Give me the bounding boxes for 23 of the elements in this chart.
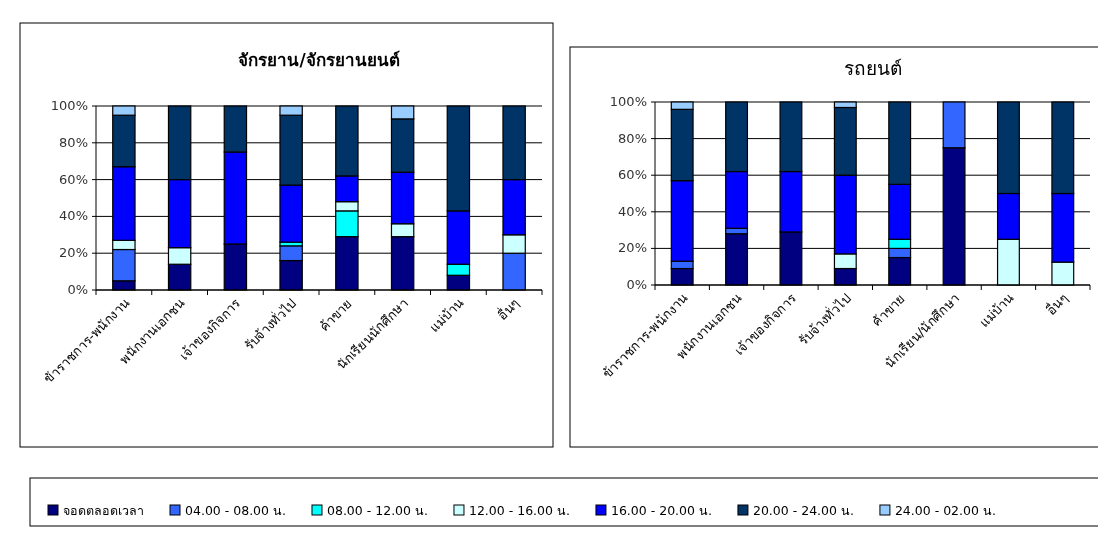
y-tick-label: 60%	[618, 167, 647, 183]
legend-label: 24.00 - 02.00 น.	[894, 503, 996, 518]
chart-title: จักรยาน/จักรยานยนต์	[238, 50, 400, 70]
legend-label: 08.00 - 12.00 น.	[326, 503, 428, 518]
legend-label: 16.00 - 20.00 น.	[610, 503, 712, 518]
y-tick-label: 40%	[59, 208, 88, 224]
y-tick-label: 80%	[618, 130, 647, 146]
x-tick-label: อื่นๆ	[493, 294, 523, 324]
y-tick-label: 40%	[618, 203, 647, 219]
y-tick-label: 100%	[50, 98, 88, 113]
x-tick-label: อื่นๆ	[1042, 289, 1071, 319]
y-tick-label: 0%	[67, 282, 88, 297]
y-tick-label: 60%	[59, 171, 88, 187]
y-tick-label: 100%	[609, 94, 647, 109]
legend-label: 04.00 - 08.00 น.	[185, 503, 286, 518]
y-tick-label: 80%	[59, 134, 88, 150]
y-tick-label: 0%	[626, 277, 647, 292]
y-tick-label: 20%	[618, 240, 647, 256]
y-tick-label: 20%	[59, 245, 88, 261]
legend-label: 20.00 - 24.00 น.	[752, 503, 854, 518]
legend-label: 12.00 - 16.00 น.	[468, 503, 570, 518]
legend-label: จอดตลอดเวลา	[63, 503, 144, 518]
chart-title: รถยนต์	[843, 57, 902, 79]
